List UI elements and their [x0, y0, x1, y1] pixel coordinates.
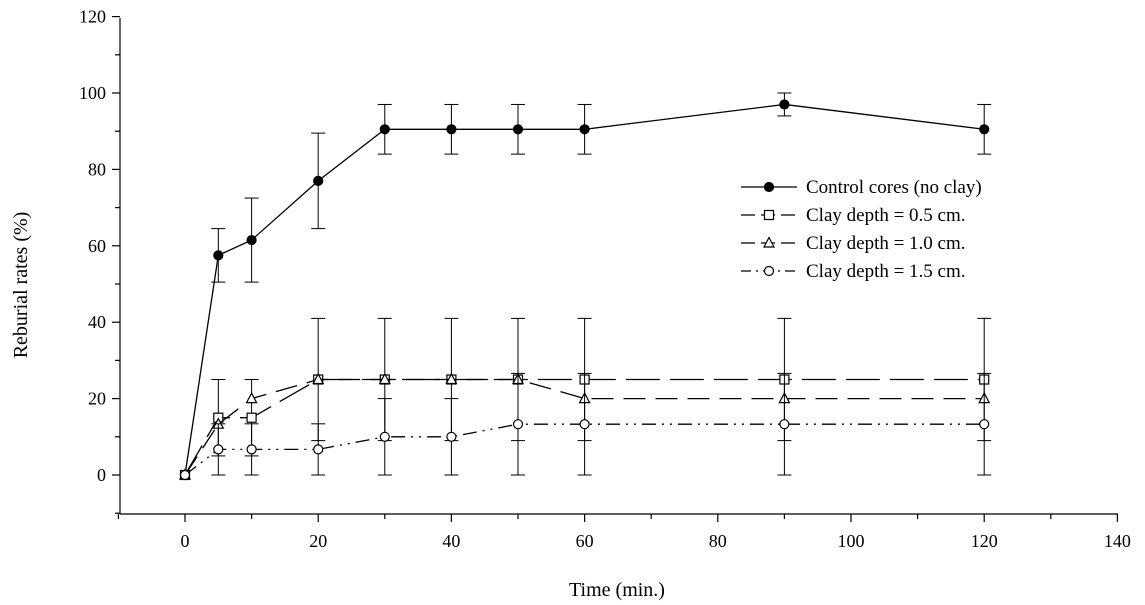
axes: 0 20 40 60 80 100 120 0 20 40 60 80 100 120 140	[79, 7, 1131, 551]
data-point-marker	[313, 444, 324, 455]
data-point-marker	[213, 250, 224, 261]
y-tick-label: 60	[88, 236, 106, 256]
data-point-marker	[312, 372, 325, 385]
plot-area	[179, 92, 992, 481]
data-point-marker	[378, 372, 391, 385]
data-point-marker	[245, 391, 258, 404]
y-tick-label: 40	[88, 312, 106, 332]
data-point-marker	[779, 99, 790, 110]
y-tick-label: 100	[79, 83, 106, 103]
data-point-marker	[213, 444, 224, 455]
series-line	[184, 378, 985, 476]
series-line	[184, 423, 985, 476]
data-point-marker	[579, 124, 590, 135]
data-point-marker	[446, 431, 457, 442]
x-tick-label: 20	[309, 531, 327, 551]
series-line	[184, 103, 985, 476]
legend-marker	[763, 209, 775, 221]
legend-label: Clay depth = 1.5 cm.	[806, 261, 966, 282]
x-tick-label: 0	[181, 531, 190, 551]
data-point-marker	[446, 124, 457, 135]
data-point-marker	[313, 175, 324, 186]
legend-marker	[763, 181, 775, 193]
legend-entry: Clay depth = 0.5 cm.	[741, 205, 966, 226]
data-point-marker	[246, 412, 257, 423]
legend-entry: Clay depth = 1.0 cm.	[741, 233, 966, 254]
y-tick-label: 80	[88, 159, 106, 179]
data-point-marker	[979, 419, 990, 430]
legend-label: Control cores (no clay)	[806, 177, 982, 198]
y-axis-title: Reburial rates (%)	[10, 212, 32, 359]
data-point-marker	[512, 419, 524, 430]
data-point-marker	[779, 419, 790, 430]
series-1	[179, 92, 992, 481]
x-axis-title: Time (min.)	[569, 579, 665, 601]
data-point-marker	[979, 124, 990, 135]
y-tick-label: 20	[88, 389, 106, 409]
x-tick-label: 60	[576, 531, 594, 551]
data-point-marker	[246, 444, 257, 455]
legend-label: Clay depth = 0.5 cm.	[806, 205, 966, 226]
data-point-marker	[246, 234, 257, 246]
data-point-marker	[445, 372, 458, 385]
series-4	[179, 372, 992, 481]
y-tick-label: 120	[79, 7, 106, 27]
legend-entry: Clay depth = 1.5 cm.	[741, 261, 966, 282]
x-tick-label: 120	[971, 531, 998, 551]
x-tick-label: 100	[838, 531, 865, 551]
data-point-marker	[179, 469, 191, 481]
x-tick-label: 140	[1104, 531, 1131, 551]
legend-marker	[763, 265, 775, 277]
data-point-marker	[379, 431, 390, 442]
x-tick-label: 80	[709, 531, 727, 551]
legend-label: Clay depth = 1.0 cm.	[806, 233, 966, 254]
legend-marker	[763, 236, 775, 248]
data-point-marker	[379, 124, 390, 135]
legend: Control cores (no clay) Clay depth = 0.5 …	[741, 177, 982, 282]
y-tick-label: 0	[97, 465, 106, 485]
legend-entry: Control cores (no clay)	[741, 177, 982, 198]
x-tick-label: 40	[442, 531, 460, 551]
data-point-marker	[512, 124, 524, 135]
data-point-marker	[579, 419, 590, 430]
